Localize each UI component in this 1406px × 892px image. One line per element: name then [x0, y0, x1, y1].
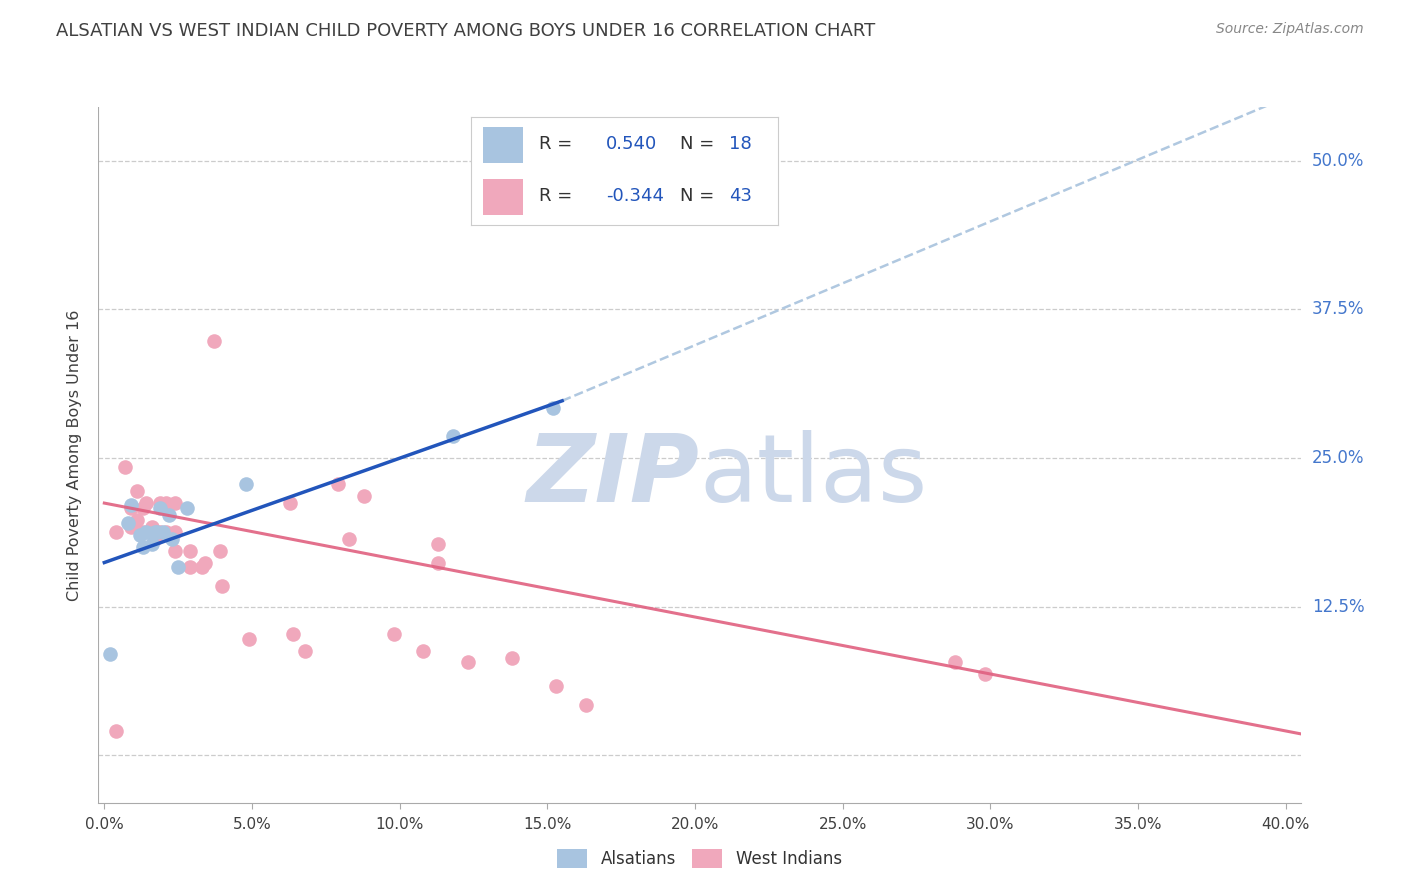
Point [943, 656, 966, 670]
Point [155, 496, 177, 510]
Point [162, 532, 184, 546]
Point [543, 401, 565, 415]
Point [125, 513, 148, 527]
Point [149, 500, 172, 515]
Point [427, 536, 450, 550]
Point [157, 508, 180, 522]
Point [132, 540, 155, 554]
Point [501, 650, 523, 665]
Point [155, 524, 177, 539]
Point [179, 560, 201, 574]
Point [143, 524, 166, 539]
Point [132, 500, 155, 515]
Point [135, 524, 157, 539]
Point [120, 520, 142, 534]
Text: atlas: atlas [699, 430, 928, 522]
Point [283, 627, 305, 641]
Text: 12.5%: 12.5% [1312, 598, 1364, 615]
Point [149, 524, 172, 539]
Point [280, 496, 302, 510]
Text: ALSATIAN VS WEST INDIAN CHILD POVERTY AMONG BOYS UNDER 16 CORRELATION CHART: ALSATIAN VS WEST INDIAN CHILD POVERTY AM… [56, 22, 876, 40]
Point [117, 516, 139, 531]
Point [382, 627, 405, 641]
Point [128, 528, 150, 542]
Text: 50.0%: 50.0% [1312, 152, 1364, 169]
Point [141, 520, 163, 534]
Point [412, 643, 434, 657]
Point [105, 524, 128, 539]
Text: ZIP: ZIP [527, 430, 699, 522]
Point [165, 496, 187, 510]
Point [191, 560, 214, 574]
Point [427, 556, 450, 570]
Point [143, 532, 166, 546]
Point [211, 579, 233, 593]
Point [457, 656, 479, 670]
Point [114, 460, 136, 475]
Point [120, 499, 142, 513]
Text: 37.5%: 37.5% [1312, 301, 1364, 318]
Point [973, 667, 995, 681]
Point [575, 698, 598, 713]
Point [202, 334, 225, 349]
Point [146, 524, 169, 539]
Point [120, 500, 142, 515]
Point [339, 532, 361, 546]
Point [141, 536, 163, 550]
Point [441, 429, 464, 443]
Point [353, 489, 375, 503]
Point [546, 679, 568, 693]
Point [238, 632, 260, 646]
Point [135, 496, 157, 510]
Point [125, 484, 148, 499]
Text: Source: ZipAtlas.com: Source: ZipAtlas.com [1216, 22, 1364, 37]
Point [235, 477, 257, 491]
Legend: Alsatians, West Indians: Alsatians, West Indians [550, 842, 849, 874]
Text: 25.0%: 25.0% [1312, 449, 1364, 467]
Point [294, 643, 316, 657]
Point [194, 556, 217, 570]
Point [105, 724, 128, 739]
Point [149, 496, 172, 510]
Point [165, 524, 187, 539]
Point [176, 500, 198, 515]
Point [167, 560, 190, 574]
Point [326, 477, 349, 491]
Point [98, 647, 121, 661]
Point [152, 524, 174, 539]
Point [179, 543, 201, 558]
Point [208, 543, 231, 558]
Y-axis label: Child Poverty Among Boys Under 16: Child Poverty Among Boys Under 16 [67, 310, 83, 600]
Point [132, 524, 155, 539]
Point [165, 543, 187, 558]
